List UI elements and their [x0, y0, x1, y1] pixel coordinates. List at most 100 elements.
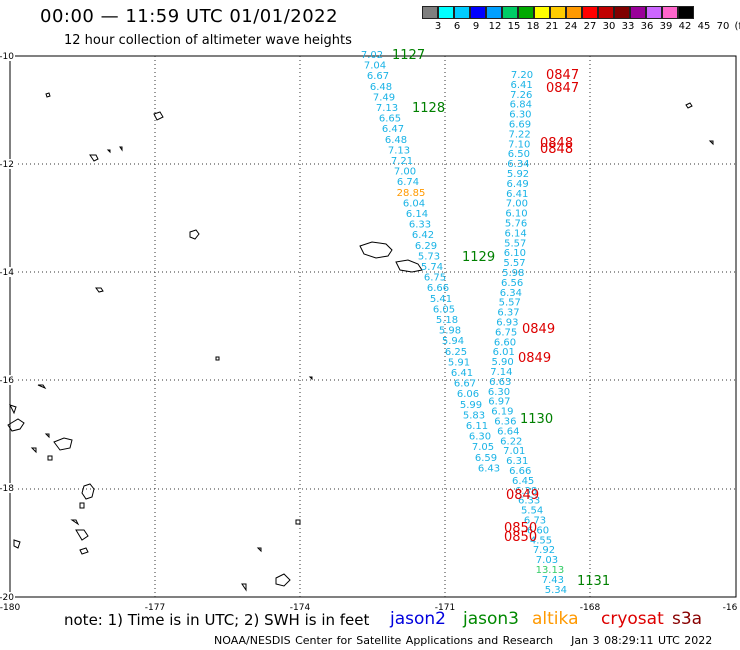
wave-height-value: 5.41	[430, 294, 452, 305]
wave-height-value: 6.60	[494, 337, 516, 348]
scale-label: 9	[472, 21, 480, 32]
altimeter-track-east: 7.206.417.266.846.306.697.227.106.506.34…	[488, 70, 567, 596]
wave-height-value: 6.14	[505, 228, 527, 239]
lat-label-bg	[0, 267, 15, 277]
wave-height-value: 5.83	[463, 410, 485, 421]
color-scale-bar	[422, 6, 694, 19]
scale-swatch	[470, 6, 486, 19]
legend-altika: altika	[532, 609, 579, 629]
scale-label: (ft)	[734, 21, 740, 32]
lat-label-bg	[0, 375, 15, 385]
pass-time-label: 1129	[462, 250, 495, 265]
legend-jason2: jason2	[390, 609, 446, 629]
scale-swatch	[598, 6, 614, 19]
upolu-island	[359, 241, 393, 259]
wave-height-value: 6.60	[527, 525, 549, 536]
scale-label: 70	[716, 21, 730, 32]
wave-height-value: 6.19	[491, 407, 513, 418]
wave-height-value: 6.42	[412, 230, 434, 241]
page-title: 00:00 — 11:59 UTC 01/01/2022	[40, 6, 339, 27]
wave-height-value: 6.14	[406, 209, 428, 220]
wave-height-value: 6.47	[382, 124, 404, 135]
lat-label-bg	[0, 592, 15, 602]
scale-swatch	[422, 6, 438, 19]
wave-height-value: 7.21	[391, 156, 413, 167]
wave-height-value: 6.30	[469, 432, 491, 443]
wave-height-value: 6.37	[497, 308, 519, 319]
wave-height-value: 6.29	[415, 241, 437, 252]
footer-timestamp: Jan 3 08:29:11 UTC 2022	[571, 634, 713, 647]
wave-height-value: 7.92	[533, 545, 555, 556]
wave-height-value: 5.92	[507, 169, 529, 180]
wave-height-value: 5.57	[499, 298, 521, 309]
pass-time-label: 0847	[546, 68, 579, 83]
scale-swatch	[646, 6, 662, 19]
pass-time-label: 0849	[518, 351, 551, 366]
scale-label: 3	[434, 21, 442, 32]
wave-height-value: 7.00	[506, 199, 528, 210]
wave-height-value: 6.73	[524, 516, 546, 527]
wave-height-value: 5.91	[448, 357, 470, 368]
lon-label: -177	[145, 603, 165, 613]
wave-height-value: 6.67	[454, 379, 476, 390]
lon-label: -171	[435, 603, 455, 613]
pass-time-label: 0849	[506, 488, 539, 503]
scale-swatch	[582, 6, 598, 19]
savaii-island	[395, 259, 423, 273]
pass-time-label: 0849	[522, 322, 555, 337]
lat-lon-grid	[10, 56, 736, 597]
legend-s3a: s3a	[672, 609, 703, 629]
wave-height-value: 6.74	[397, 177, 419, 188]
wave-height-value: 6.64	[497, 426, 519, 437]
wave-height-value: 7.26	[510, 90, 532, 101]
wave-height-value: 6.97	[488, 397, 510, 408]
scale-label: 6	[453, 21, 461, 32]
wave-height-value: 7.01	[503, 446, 525, 457]
wave-height-value: 6.49	[507, 179, 529, 190]
wave-height-value: 5.98	[439, 326, 461, 337]
wave-height-value: 28.85	[397, 188, 426, 199]
pass-time-label: 1131	[577, 574, 610, 589]
wave-height-value: 6.75	[495, 327, 517, 338]
pass-time-label: 0850	[504, 521, 537, 536]
wave-height-value: 6.69	[509, 120, 531, 131]
scale-swatch	[486, 6, 502, 19]
wave-height-value: 7.04	[364, 61, 386, 72]
wave-height-value: 6.34	[507, 159, 529, 170]
wave-height-value: 7.43	[542, 575, 564, 586]
longitude-labels: -180 -177 -174 -171 -168 -16	[0, 603, 738, 613]
wave-height-value: 6.06	[457, 389, 479, 400]
pass-time-label: 1128	[412, 101, 445, 116]
scale-label: 36	[640, 21, 654, 32]
lon-label: -16	[723, 603, 738, 613]
wave-height-value: 7.13	[388, 145, 410, 156]
lat-label-bg	[0, 483, 15, 493]
wave-height-value: 5.34	[545, 585, 567, 596]
scale-swatch	[454, 6, 470, 19]
pass-time-label: 0848	[540, 136, 573, 151]
wave-height-value: 6.45	[512, 476, 534, 487]
wave-height-value: 6.48	[370, 82, 392, 93]
wave-height-value: 6.38	[515, 486, 537, 497]
wave-height-value: 6.33	[409, 220, 431, 231]
wave-height-value: 6.48	[385, 135, 407, 146]
wave-height-value: 5.74	[421, 262, 443, 273]
lat-label-bg	[0, 51, 15, 61]
wave-height-value: 6.75	[424, 273, 446, 284]
lat-label: -16	[0, 376, 14, 386]
wave-height-value: 5.18	[436, 315, 458, 326]
wave-height-value: 6.41	[510, 80, 532, 91]
wave-height-value: 7.00	[394, 167, 416, 178]
wave-height-value: 7.13	[376, 103, 398, 114]
pass-time-label: 0850	[504, 530, 537, 545]
scale-label: 30	[602, 21, 616, 32]
wave-height-value: 13.13	[536, 565, 565, 576]
scale-label: 42	[678, 21, 692, 32]
scale-swatch	[534, 6, 550, 19]
wave-height-value: 5.76	[505, 219, 527, 230]
wave-height-value: 5.73	[418, 251, 440, 262]
wave-height-value: 7.10	[508, 139, 530, 150]
lon-label: -168	[580, 603, 601, 613]
scale-label: 33	[621, 21, 635, 32]
wave-height-value: 6.10	[505, 209, 527, 220]
